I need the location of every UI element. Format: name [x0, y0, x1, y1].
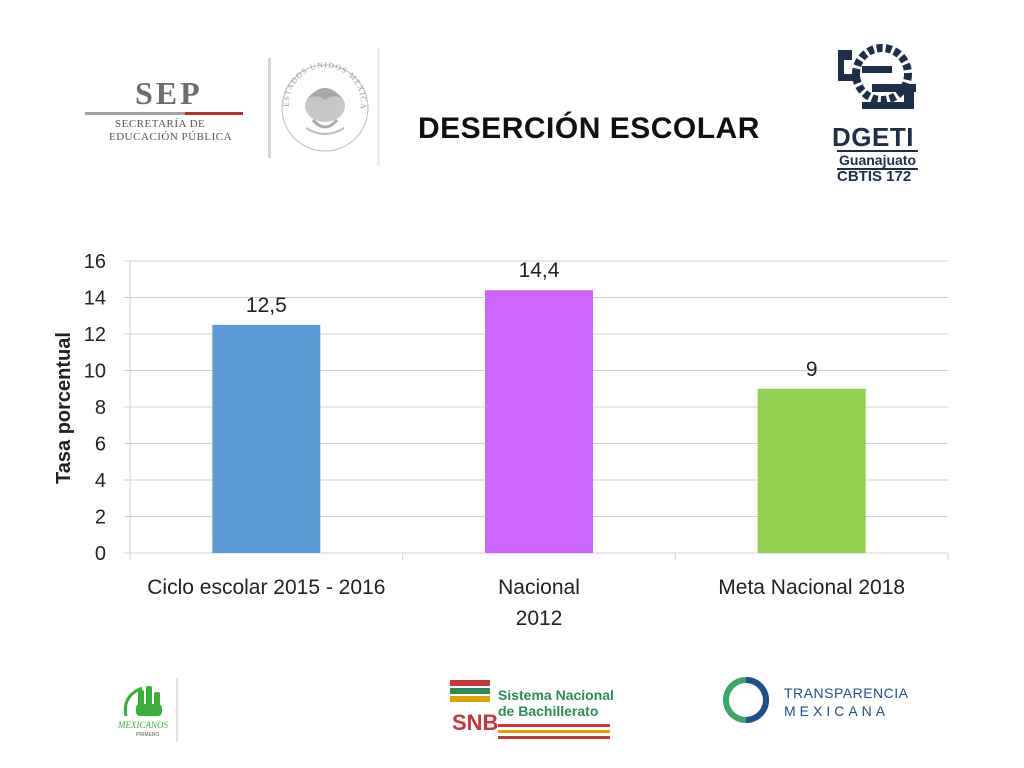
- bar: [485, 290, 593, 553]
- chart-bars: [212, 290, 866, 553]
- page-title: DESERCIÓN ESCOLAR: [418, 112, 760, 145]
- snb-line2: de Bachillerato: [498, 703, 598, 719]
- bar: [757, 388, 866, 553]
- data-label: 14,4: [519, 259, 560, 282]
- sep-logo-line1: SECRETARÍA DE: [115, 118, 206, 130]
- snb-emblem-icon: SNB Sistema Nacional de Bachillerato: [450, 680, 614, 739]
- dgeti-state: Guanajuato: [837, 150, 919, 170]
- y-tick-label: 4: [95, 470, 106, 492]
- y-tick-label: 14: [84, 288, 106, 310]
- x-category-label: Meta Nacional 2018: [718, 576, 905, 599]
- bar: [212, 324, 321, 553]
- mexicanos-hand-icon: MEXICANOS PRIMERO: [117, 678, 178, 742]
- y-tick-label: 16: [84, 251, 106, 273]
- dgeti-emblem-icon: [838, 44, 916, 109]
- mexicanos-primero-logo: MEXICANOS PRIMERO: [112, 676, 180, 744]
- sep-logo-line2: EDUCACIÓN PÚBLICA: [109, 131, 233, 143]
- bar-chart: 0 2 4 6 8 10 12 14 16 12,5 Ciclo escolar 2015 - 20…: [53, 251, 949, 630]
- y-tick-label: 6: [95, 434, 106, 456]
- eagle-seal-icon: ESTADOS UNIDOS MEXICANOS: [268, 48, 369, 152]
- data-label: 9: [806, 358, 818, 381]
- y-tick-label: 10: [84, 361, 106, 383]
- sep-logo-bar: [85, 112, 243, 115]
- x-category-label: Ciclo escolar 2015 - 2016: [147, 576, 385, 599]
- logo-divider-right: [377, 48, 380, 166]
- escudo-nacional-logo: ESTADOS UNIDOS MEXICANOS: [268, 48, 380, 166]
- y-tick-label: 8: [95, 397, 106, 419]
- logo-divider: [268, 58, 271, 158]
- snb-abbr: SNB: [452, 710, 498, 735]
- snb-logo: SNB Sistema Nacional de Bachillerato: [448, 674, 614, 744]
- y-tick-label: 0: [95, 543, 106, 565]
- mexicanos-text: MEXICANOS: [117, 720, 168, 730]
- sep-logo-word: SEP: [135, 75, 203, 111]
- chart-labels: 0 2 4 6 8 10 12 14 16 12,5 Ciclo escolar 2015 - 20…: [84, 251, 905, 630]
- x-category-label: 2012: [516, 607, 563, 630]
- transparencia-mexicana-logo: TRANSPARENCIA MEXICANA: [718, 672, 908, 732]
- tm-line2: MEXICANA: [784, 703, 889, 719]
- snb-line1: Sistema Nacional: [498, 687, 614, 703]
- mexicanos-subtext: PRIMERO: [136, 732, 159, 738]
- y-tick-label: 12: [84, 324, 106, 346]
- y-axis-title: Tasa porcentual: [53, 332, 75, 484]
- sep-logo-bar-accent: [185, 112, 243, 115]
- y-tick-label: 2: [95, 507, 106, 529]
- dgeti-school: CBTIS 172: [837, 168, 912, 185]
- tm-line1: TRANSPARENCIA: [784, 685, 908, 701]
- dgeti-logo: DGETI Guanajuato CBTIS 172: [832, 44, 922, 185]
- transparencia-emblem-icon: TRANSPARENCIA MEXICANA: [723, 677, 908, 723]
- x-category-label: Nacional: [498, 576, 580, 599]
- data-label: 12,5: [246, 294, 287, 317]
- dgeti-name: DGETI: [832, 122, 914, 152]
- sep-logo: SEP SECRETARÍA DE EDUCACIÓN PÚBLICA: [85, 75, 250, 145]
